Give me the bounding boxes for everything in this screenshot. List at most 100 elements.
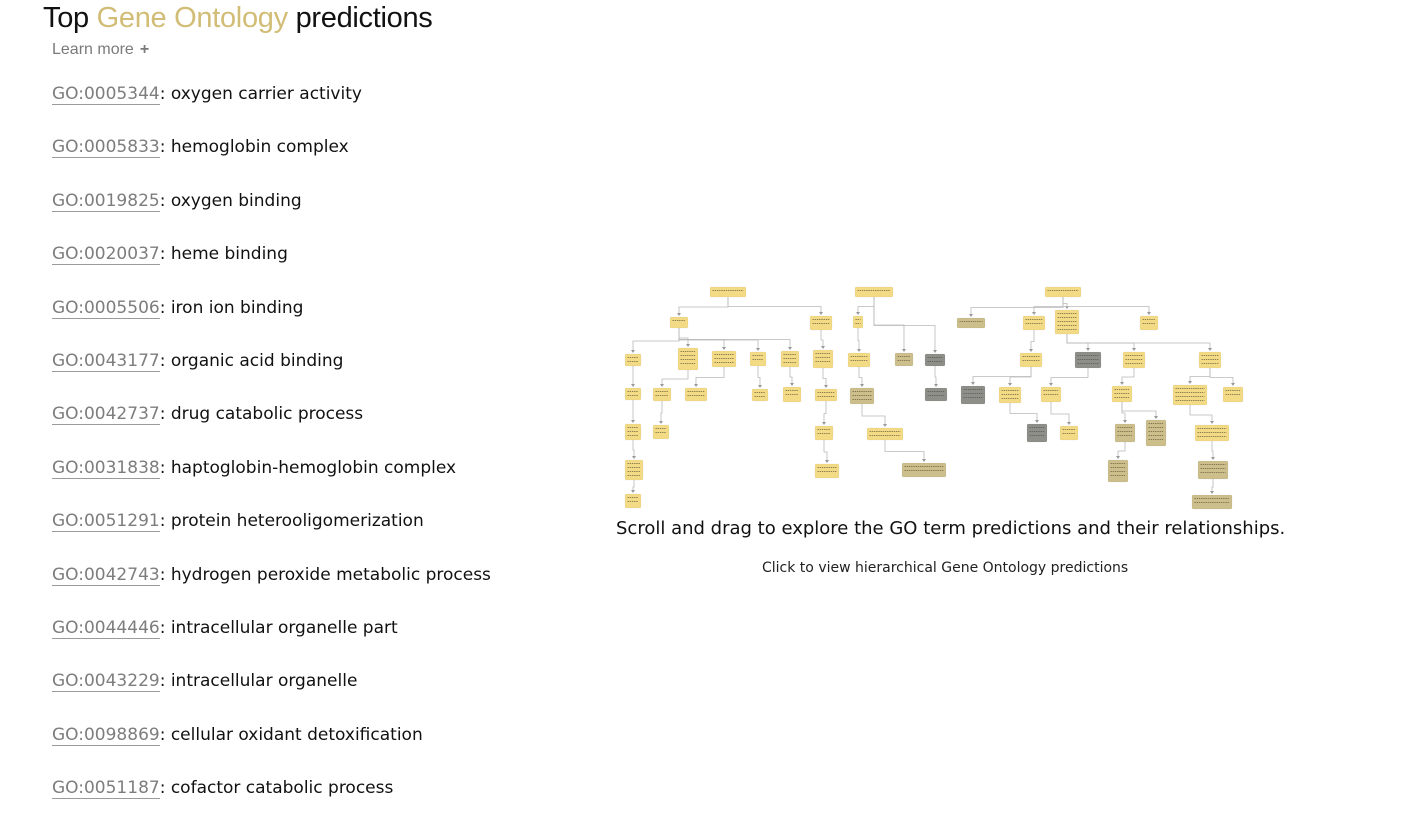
go-hierarchy-graph[interactable] xyxy=(605,282,1265,512)
go-term-link[interactable]: GO:0043177 xyxy=(52,350,160,372)
graph-edge-arrow xyxy=(722,347,726,350)
graph-node xyxy=(1054,309,1080,335)
graph-node xyxy=(1122,351,1146,369)
graph-node xyxy=(1139,315,1159,331)
graph-edge-arrow xyxy=(790,383,794,386)
graph-edge xyxy=(1211,441,1214,459)
graph-edge xyxy=(822,368,827,387)
graph-node xyxy=(669,316,689,329)
graph-edge-arrow xyxy=(1132,348,1136,351)
page-title: Top Gene Ontology predictions xyxy=(43,2,433,35)
graph-edge-arrow xyxy=(631,384,635,387)
list-item: GO:0031838: haptoglobin-hemoglobin compl… xyxy=(52,456,491,509)
graph-edge xyxy=(858,367,863,386)
go-term-link[interactable]: GO:0020037 xyxy=(52,244,160,266)
graph-node xyxy=(960,385,986,405)
graph-node xyxy=(1074,351,1102,369)
graph-node xyxy=(852,315,864,329)
graph-edge-arrow xyxy=(632,456,636,459)
graph-edge-arrow xyxy=(1208,348,1212,351)
learn-more-toggle[interactable]: Learn more + xyxy=(52,41,149,59)
graph-edge xyxy=(823,401,827,424)
graph-edge xyxy=(678,328,725,349)
go-term-link[interactable]: GO:0043229 xyxy=(52,671,160,693)
list-item: GO:0019825: oxygen binding xyxy=(52,189,491,242)
graph-edge-arrow xyxy=(857,349,861,352)
graph-edge xyxy=(1050,402,1070,424)
graph-edge-arrow xyxy=(1035,420,1039,423)
graph-edge xyxy=(757,366,761,387)
go-term-link[interactable]: GO:0042743 xyxy=(52,564,160,586)
graph-edge xyxy=(695,367,725,386)
go-term-link[interactable]: GO:0005506 xyxy=(52,297,160,319)
go-term-link[interactable]: GO:0044446 xyxy=(52,617,160,639)
go-term-link[interactable]: GO:0098869 xyxy=(52,724,160,746)
graph-node xyxy=(1172,384,1208,406)
graph-edge xyxy=(789,367,793,385)
go-term-link[interactable]: GO:0051187 xyxy=(52,778,160,800)
graph-edge-arrow xyxy=(1147,312,1151,315)
graph-edge-arrow xyxy=(1120,382,1124,385)
graph-edge xyxy=(1117,442,1126,458)
graph-node xyxy=(624,459,644,481)
go-term-link[interactable]: GO:0042737 xyxy=(52,404,160,426)
go-term-link[interactable]: GO:0005833 xyxy=(52,137,160,159)
go-term-name: : oxygen binding xyxy=(159,190,302,211)
graph-edge xyxy=(678,328,759,350)
graph-edge-arrow xyxy=(1231,383,1235,386)
list-item: GO:0005506: iron ion binding xyxy=(52,296,491,349)
go-term-name: : hydrogen peroxide metabolic process xyxy=(159,564,491,585)
title-suffix: predictions xyxy=(295,2,433,34)
list-item: GO:0020037: heme binding xyxy=(52,242,491,295)
graph-node xyxy=(814,463,840,479)
go-term-link[interactable]: GO:0031838 xyxy=(52,457,160,479)
graph-edge xyxy=(660,401,663,423)
go-term-link[interactable]: GO:0019825 xyxy=(52,190,160,212)
graph-node xyxy=(780,350,800,368)
graph-edge xyxy=(661,370,689,386)
graph-node xyxy=(624,423,642,441)
graph-edge xyxy=(1066,334,1135,350)
graph-edge-arrow xyxy=(1067,422,1071,425)
graph-edge xyxy=(678,297,729,315)
graph-node xyxy=(1198,351,1222,369)
list-item: GO:0043229: intracellular organelle xyxy=(52,669,491,722)
plus-icon: + xyxy=(139,41,150,58)
go-term-name: : heme binding xyxy=(159,244,288,265)
graph-edge-arrow xyxy=(1211,457,1215,460)
graph-node xyxy=(924,387,948,402)
graph-edge xyxy=(1050,368,1089,385)
learn-more-label: Learn more xyxy=(52,41,134,58)
graph-node xyxy=(1044,286,1082,298)
graph-edge xyxy=(820,330,824,348)
graph-edge-arrow xyxy=(902,349,906,352)
go-term-name: : oxygen carrier activity xyxy=(159,84,362,104)
graph-caption: Scroll and drag to explore the GO term p… xyxy=(616,518,1286,539)
graph-edge-arrow xyxy=(756,348,760,351)
graph-edge xyxy=(857,328,860,351)
hierarchical-view-link[interactable]: Click to view hierarchical Gene Ontology… xyxy=(762,560,1129,576)
graph-edge-arrow xyxy=(860,384,864,387)
graph-node xyxy=(1022,315,1046,331)
graph-edge-arrow xyxy=(1029,349,1033,352)
go-term-link[interactable]: GO:0005344 xyxy=(52,84,160,105)
graph-node xyxy=(1107,459,1129,483)
graph-edge xyxy=(632,440,635,458)
graph-edge xyxy=(632,328,680,352)
graph-edge xyxy=(1121,402,1157,418)
go-term-name: : protein heterooligomerization xyxy=(159,511,424,532)
graph-edge-arrow xyxy=(1154,416,1158,419)
graph-node xyxy=(749,351,767,367)
graph-edge-arrow xyxy=(824,385,828,388)
graph-edge xyxy=(1062,297,1150,314)
graph-edge xyxy=(1209,368,1234,385)
graph-edge-arrow xyxy=(686,344,690,347)
title-prefix: Top xyxy=(43,2,89,34)
go-term-name: : intracellular organelle xyxy=(159,671,358,692)
go-graph-thumbnail[interactable] xyxy=(605,282,1265,512)
list-item: GO:0005833: hemoglobin complex xyxy=(52,135,491,188)
go-term-name: : organic acid binding xyxy=(159,350,344,371)
graph-node xyxy=(684,387,708,402)
list-item: GO:0042737: drug catabolic process xyxy=(52,402,491,455)
go-term-link[interactable]: GO:0051291 xyxy=(52,511,160,533)
